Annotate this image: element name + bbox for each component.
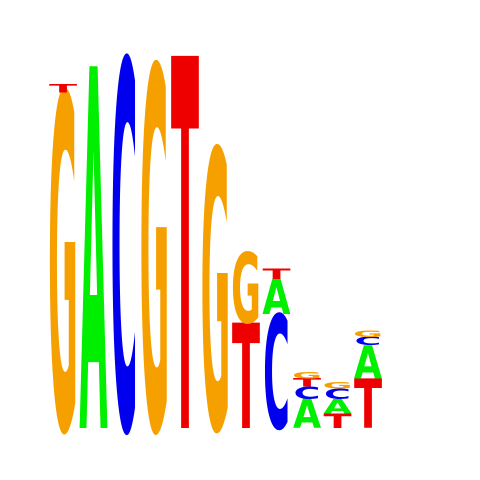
logo-letter-g-pos-7: G	[231, 234, 261, 346]
logo-letter-a-pos-11: A	[354, 336, 382, 389]
logo-letter-c-pos-8: C	[263, 283, 290, 465]
logo-letter-t-pos-10: T	[323, 410, 351, 433]
logo-letter-a-pos-8: A	[262, 270, 290, 326]
logo-letter-a-pos-2: A	[79, 0, 107, 480]
logo-letter-g-pos-11: G	[353, 329, 383, 339]
logo-letter-t-pos-11: T	[354, 366, 383, 445]
logo-letter-g-pos-10: G	[323, 381, 353, 391]
logo-letter-t-pos-1: T	[49, 83, 78, 96]
logo-letter-t-pos-5: T	[171, 0, 199, 480]
logo-letter-g-pos-1: G	[48, 2, 78, 480]
logo-letter-t-pos-8: T	[262, 266, 290, 283]
logo-letter-t-pos-7: T	[232, 295, 260, 464]
logo-letter-c-pos-11: C	[355, 335, 382, 348]
logo-letter-c-pos-10: C	[324, 386, 351, 403]
logo-letter-c-pos-3: C	[111, 0, 138, 480]
logo-letter-g-pos-4: G	[140, 0, 170, 480]
logo-letter-t-pos-9: T	[293, 376, 322, 389]
logo-letter-a-pos-9: A	[293, 392, 322, 438]
logo-letter-g-pos-9: G	[292, 371, 322, 381]
logo-letter-g-pos-6: G	[201, 75, 231, 480]
logo-letter-c-pos-9: C	[294, 383, 321, 403]
logo-letter-a-pos-10: A	[323, 395, 352, 418]
